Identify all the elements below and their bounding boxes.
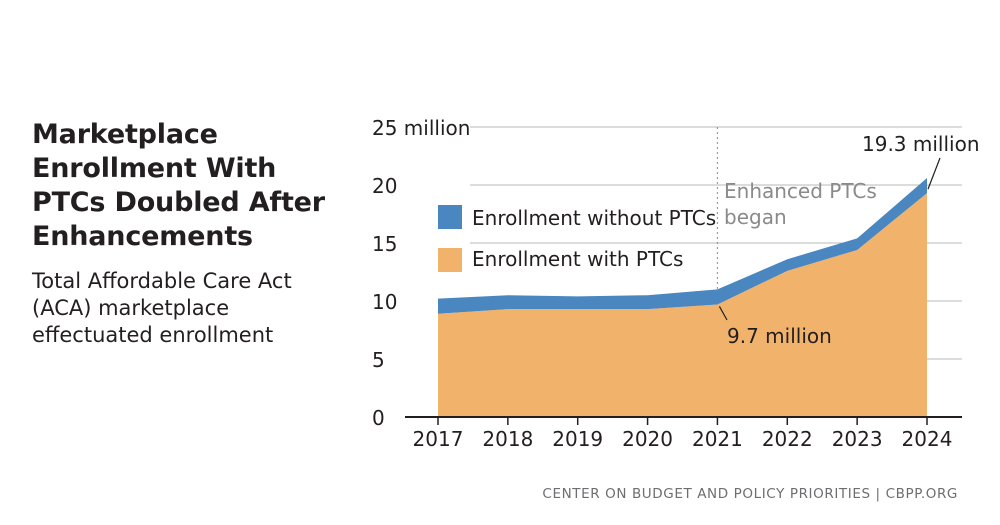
axes: 0 5 10 15 20 25 million 2017 2018 2019 2020 2021 20…: [372, 116, 962, 451]
y-tick-label: 5: [372, 348, 385, 372]
legend-label-with-ptcs: Enrollment with PTCs: [472, 247, 683, 271]
start-label-leader: [718, 306, 728, 321]
y-tick-label: 15: [372, 232, 397, 256]
y-tick-label: 25 million: [372, 116, 470, 140]
x-tick-label: 2021: [692, 427, 743, 451]
x-tick-label: 2023: [832, 427, 883, 451]
x-tick-label: 2017: [413, 427, 464, 451]
legend-swatch-without-ptcs: [438, 205, 462, 229]
legend: Enrollment without PTCs Enrollment with …: [438, 205, 716, 272]
x-tick-label: 2024: [902, 427, 953, 451]
chart-subtitle: Total Affordable Care Act (ACA) marketpl…: [32, 269, 292, 347]
legend-label-without-ptcs: Enrollment without PTCs: [472, 206, 716, 230]
end-label-leader: [927, 157, 941, 190]
policy-line-label-line1: Enhanced PTCs: [724, 179, 877, 203]
x-tick-label: 2018: [482, 427, 533, 451]
area-with-ptcs: [438, 193, 927, 417]
y-tick-label: 0: [372, 406, 385, 430]
end-value-label: 19.3 million: [862, 132, 980, 156]
x-tick-label: 2022: [762, 427, 813, 451]
stacked-areas: [438, 127, 927, 417]
area-without-ptcs: [438, 178, 927, 314]
x-tick-label: 2019: [552, 427, 603, 451]
chart-title: Marketplace Enrollment With PTCs Doubled…: [32, 119, 325, 252]
policy-line-label-line2: began: [724, 205, 787, 229]
start-value-label: 9.7 million: [727, 324, 832, 348]
legend-swatch-with-ptcs: [438, 248, 462, 272]
y-tick-label: 10: [372, 290, 397, 314]
source-footer: CENTER ON BUDGET AND POLICY PRIORITIES |…: [542, 486, 958, 502]
policy-line-label: Enhanced PTCs began: [724, 179, 883, 229]
y-tick-label: 20: [372, 174, 397, 198]
x-tick-label: 2020: [622, 427, 673, 451]
annotations: Enhanced PTCs began 9.7 million 19.3 mil…: [718, 132, 980, 348]
